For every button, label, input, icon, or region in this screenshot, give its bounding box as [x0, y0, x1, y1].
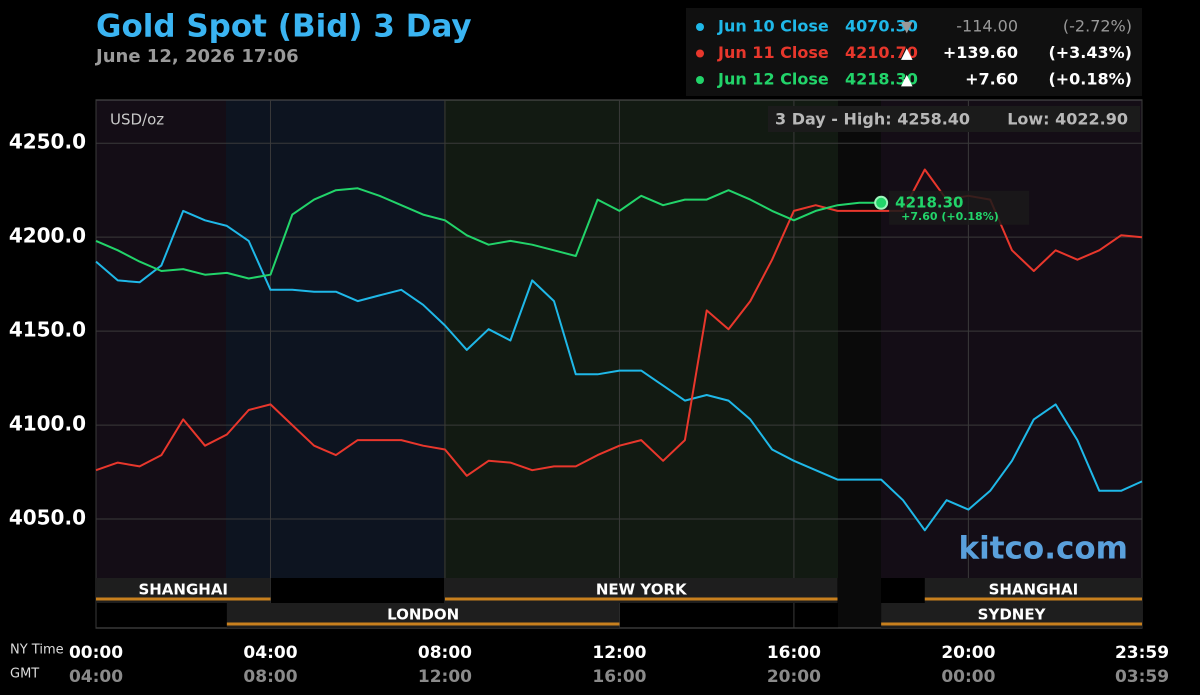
legend-pct: (+0.18%) [1048, 70, 1132, 89]
x-tick-label-gmt: 16:00 [592, 667, 646, 687]
legend-name: Jun 10 Close [717, 17, 829, 36]
chart-subtitle: June 12, 2026 17:06 [94, 46, 299, 67]
x-tick-label: 08:00 [418, 643, 472, 663]
zone-closed [838, 100, 881, 628]
legend-change: +139.60 [943, 43, 1018, 62]
legend-value: 4210.70 [845, 43, 918, 62]
current-marker [874, 195, 889, 210]
legend-dot [696, 76, 704, 84]
x-tick-label: 12:00 [592, 643, 646, 663]
x-tick-label: 23:59 [1115, 643, 1169, 663]
zone-london [226, 100, 444, 578]
session-label: NEW YORK [596, 581, 688, 599]
legend-box [686, 8, 1142, 96]
x-tick-label: 04:00 [243, 643, 297, 663]
session-label: SHANGHAI [138, 581, 228, 599]
x-label-secondary: GMT [10, 667, 39, 682]
legend-dot [696, 23, 704, 31]
y-tick-label: 4250.0 [9, 130, 86, 154]
legend-arrow: ▼ [901, 18, 913, 36]
x-tick-label-gmt: 08:00 [243, 667, 297, 687]
legend: Jun 10 Close 4070.30▼ -114.00 (-2.72%) Jun 1… [696, 17, 1132, 89]
y-tick-label: 4150.0 [9, 318, 86, 342]
y-tick-label: 4100.0 [9, 412, 86, 436]
x-tick-label: 16:00 [767, 643, 821, 663]
legend-change: +7.60 [965, 70, 1018, 89]
watermark: kitco.com [959, 531, 1129, 567]
unit-label: USD/oz [110, 111, 164, 129]
range-high: 3 Day - High: 4258.40 [775, 110, 970, 129]
legend-pct: (+3.43%) [1048, 43, 1132, 62]
legend-value: 4218.30 [845, 70, 918, 89]
x-tick-label-gmt: 03:59 [1115, 667, 1169, 687]
range-box [768, 106, 1140, 132]
legend-name: Jun 11 Close [717, 43, 829, 62]
legend-dot [696, 49, 704, 58]
series-line [95, 187, 882, 280]
series-line [95, 209, 1143, 532]
chart-title: Gold Spot (Bid) 3 Day [96, 9, 472, 45]
x-tick-label-gmt: 12:00 [418, 667, 472, 687]
session-label: LONDON [387, 606, 459, 624]
legend-arrow: ▲ [901, 71, 913, 89]
x-tick-label-gmt: 00:00 [941, 667, 995, 687]
legend-value: 4070.30 [845, 17, 918, 36]
y-tick-label: 4200.0 [9, 224, 86, 248]
legend-name: Jun 12 Close [717, 70, 829, 89]
x-tick-label-gmt: 04:00 [69, 667, 123, 687]
grid [95, 100, 1143, 628]
legend-change: -114.00 [956, 17, 1018, 36]
session-label: SYDNEY [978, 606, 1047, 624]
legend-pct: (-2.72%) [1063, 17, 1132, 36]
current-box [889, 190, 1030, 225]
x-label-primary: NY Time [10, 643, 64, 658]
y-tick-label: 4050.0 [9, 506, 86, 530]
current-change: +7.60 (+0.18%) [901, 210, 999, 223]
legend-arrow: ▲ [901, 44, 913, 62]
x-tick-label: 00:00 [69, 643, 123, 663]
sessions: SHANGHAI NEW YORK SHANGHAI LONDON SYDNEY [96, 578, 1142, 628]
zone-newyork [444, 100, 838, 578]
x-tick-label: 20:00 [941, 643, 995, 663]
x-tick-label-gmt: 20:00 [767, 667, 821, 687]
range-low: Low: 4022.90 [1007, 110, 1128, 129]
session-label: SHANGHAI [989, 581, 1079, 599]
current-label: 4218.30 [895, 193, 963, 211]
